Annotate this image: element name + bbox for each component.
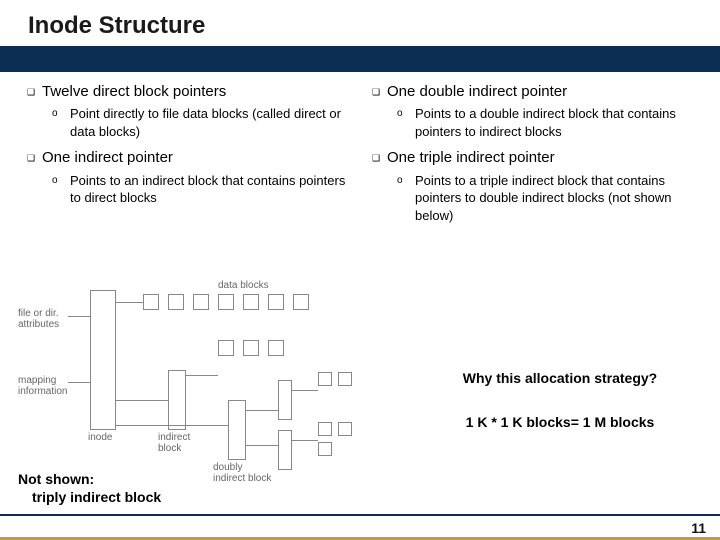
question-text: Why this allocation strategy? [430,370,690,386]
sub-bullet-text: Points to an indirect block that contain… [70,172,355,207]
diagram-label-data-blocks: data blocks [218,280,269,291]
diagram-label-doubly: doubly indirect block [213,462,271,484]
indirect-block-box [278,430,292,470]
bullet-heading: One double indirect pointer [387,82,700,102]
page-number: 11 [691,520,706,536]
formula-text: 1 K * 1 K blocks= 1 M blocks [430,414,690,430]
data-block-box [218,294,234,310]
data-block-box [193,294,209,310]
inode-diagram: inode file or dir. attributes mapping in… [18,280,378,480]
slide-title: Inode Structure [28,12,692,40]
sub-bullet-text: Points to a double indirect block that c… [415,105,700,140]
circle-bullet-icon: o [52,172,70,207]
square-bullet-icon: ❑ [365,82,387,102]
not-shown-line2: triply indirect block [18,488,161,506]
arrow [116,302,143,303]
arrow [116,425,228,426]
bullet-item: ❑ One triple indirect pointer [365,148,700,168]
indirect-block-box [168,370,186,430]
not-shown-note: Not shown: triply indirect block [18,470,161,506]
arrow [68,382,90,383]
data-block-box [318,372,332,386]
left-column: ❑ Twelve direct block pointers o Point d… [20,82,355,232]
sub-bullet-item: o Points to an indirect block that conta… [52,172,355,207]
data-block-box [268,294,284,310]
footer-divider [0,514,720,516]
data-block-box [318,442,332,456]
data-block-box [243,340,259,356]
bullet-item: ❑ Twelve direct block pointers [20,82,355,102]
square-bullet-icon: ❑ [365,148,387,168]
arrow [292,390,318,391]
sub-bullet-text: Points to a triple indirect block that c… [415,172,700,225]
diagram-label-inode: inode [88,432,112,443]
diagram-label-indirect: indirect block [158,432,190,454]
doubly-indirect-box [228,400,246,460]
data-block-box [338,372,352,386]
bullet-heading: One triple indirect pointer [387,148,700,168]
sub-bullet-text: Point directly to file data blocks (call… [70,105,355,140]
inode-box [90,290,116,430]
bullet-heading: Twelve direct block pointers [42,82,355,102]
bullet-heading: One indirect pointer [42,148,355,168]
square-bullet-icon: ❑ [20,148,42,168]
side-notes: Why this allocation strategy? 1 K * 1 K … [430,370,690,430]
arrow [186,375,218,376]
circle-bullet-icon: o [397,105,415,140]
right-column: ❑ One double indirect pointer o Points t… [365,82,700,232]
data-block-box [268,340,284,356]
indirect-block-box [278,380,292,420]
arrow [68,316,90,317]
arrow [246,445,278,446]
arrow [116,400,168,401]
data-block-box [338,422,352,436]
circle-bullet-icon: o [397,172,415,225]
square-bullet-icon: ❑ [20,82,42,102]
diagram-label-mapping: mapping information [18,375,67,397]
arrow [246,410,278,411]
data-block-box [143,294,159,310]
data-block-box [243,294,259,310]
bullet-item: ❑ One indirect pointer [20,148,355,168]
data-block-box [318,422,332,436]
sub-bullet-item: o Point directly to file data blocks (ca… [52,105,355,140]
bullet-item: ❑ One double indirect pointer [365,82,700,102]
sub-bullet-item: o Points to a triple indirect block that… [397,172,700,225]
header-bar [0,46,720,72]
circle-bullet-icon: o [52,105,70,140]
not-shown-line1: Not shown: [18,470,161,488]
arrow [292,440,318,441]
data-block-box [293,294,309,310]
data-block-box [218,340,234,356]
data-block-box [168,294,184,310]
diagram-label-file-attr: file or dir. attributes [18,308,59,330]
content-columns: ❑ Twelve direct block pointers o Point d… [0,72,720,232]
sub-bullet-item: o Points to a double indirect block that… [397,105,700,140]
